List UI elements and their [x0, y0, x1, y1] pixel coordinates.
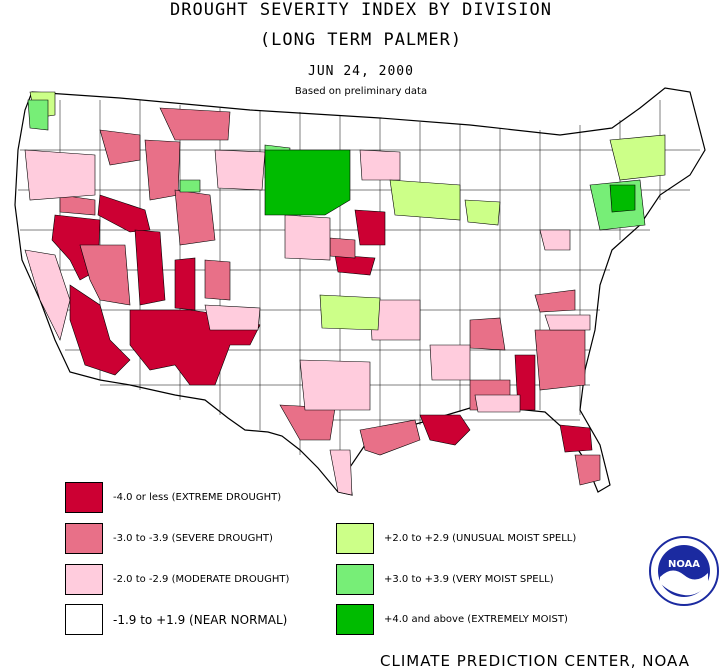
legend-swatch: [336, 564, 374, 595]
region-va: [534, 289, 576, 313]
region-ut-az: [134, 229, 166, 306]
noaa-logo-icon: NOAA: [649, 536, 719, 606]
map-date: JUN 24, 2000: [308, 64, 414, 79]
legend-swatch: [65, 604, 103, 635]
region-fl-panhandle: [474, 394, 521, 413]
moderate-drought-regions: [24, 149, 591, 496]
region-ks-ne: [329, 237, 356, 259]
region-tx-south: [329, 449, 353, 496]
legend-item-severe-drought: -3.0 to -3.9 (SEVERE DROUGHT): [65, 523, 273, 554]
map-subtitle: (LONG TERM PALMER): [259, 30, 463, 50]
extreme-drought-regions: [51, 194, 593, 453]
region-la-ms: [419, 414, 471, 446]
region-wy-ne: [214, 149, 266, 191]
region-ny-vt: [609, 134, 666, 181]
region-fl-north: [559, 424, 593, 453]
region-mt-east-spot: [179, 179, 201, 193]
map-title: DROUGHT SEVERITY INDEX BY DIVISION: [170, 0, 552, 20]
region-ms-tn: [429, 344, 471, 381]
legend-item-moderate-drought: -2.0 to -2.9 (MODERATE DROUGHT): [65, 564, 289, 595]
region-ok-ks: [319, 294, 381, 331]
region-mo-ks: [334, 254, 376, 276]
region-nc: [544, 314, 591, 331]
legend-label: -2.0 to -2.9 (MODERATE DROUGHT): [113, 574, 290, 585]
legend-item-extreme-drought: -4.0 or less (EXTREME DROUGHT): [65, 482, 281, 513]
region-ia-il: [354, 209, 386, 246]
legend-item-extremely-moist: +4.0 and above (EXTREMELY MOIST): [336, 604, 568, 635]
us-drought-map: [14, 87, 706, 496]
region-tn-ky: [469, 317, 506, 351]
legend-item-near-normal: -1.9 to +1.9 (NEAR NORMAL): [65, 604, 287, 635]
region-nv-central: [79, 244, 131, 306]
region-in-oh: [464, 199, 501, 226]
region-co-west: [174, 257, 196, 311]
legend-swatch: [65, 523, 103, 554]
region-wa-coast: [27, 99, 49, 131]
credit-text: CLIMATE PREDICTION CENTER, NOAA: [380, 652, 690, 670]
legend-label: -3.0 to -3.9 (SEVERE DROUGHT): [113, 533, 273, 544]
legend-swatch: [65, 482, 103, 513]
legend-item-unusual-moist: +2.0 to +2.9 (UNUSUAL MOIST SPELL): [336, 523, 576, 554]
region-nd-sd: [264, 149, 351, 216]
region-wy-sw: [174, 189, 216, 246]
region-ne-ks: [284, 214, 331, 261]
region-ca-south: [69, 284, 131, 376]
region-mt-central: [159, 107, 231, 141]
severe-drought-regions: [59, 107, 601, 486]
legend-label: -4.0 or less (EXTREME DROUGHT): [113, 492, 282, 503]
region-ga-sc: [534, 329, 586, 391]
legend-swatch: [65, 564, 103, 595]
region-tx-coast: [359, 419, 421, 456]
legend-label: +2.0 to +2.9 (UNUSUAL MOIST SPELL): [384, 533, 577, 544]
region-ca-coast: [24, 249, 71, 341]
region-co-nm: [204, 259, 231, 301]
legend-label: +3.0 to +3.9 (VERY MOIST SPELL): [384, 574, 554, 585]
region-tx-central: [299, 359, 371, 411]
region-id-mt: [144, 139, 181, 201]
extremely-moist-regions: [264, 149, 636, 216]
region-co-east: [204, 304, 261, 331]
noaa-logo-text: NOAA: [668, 559, 700, 570]
legend-swatch: [336, 523, 374, 554]
legend-label: +4.0 and above (EXTREMELY MOIST): [384, 614, 568, 625]
legend-item-very-moist: +3.0 to +3.9 (VERY MOIST SPELL): [336, 564, 554, 595]
region-pa-md: [539, 229, 571, 251]
region-mi-oh: [389, 179, 461, 221]
region-or-south: [59, 194, 96, 216]
region-or-central: [24, 149, 96, 201]
legend-label: -1.9 to +1.9 (NEAR NORMAL): [113, 612, 288, 627]
region-mn-wi: [359, 149, 401, 181]
region-wa-east: [99, 129, 141, 166]
region-fl-central: [574, 454, 601, 486]
legend-swatch: [336, 604, 374, 635]
data-note: Based on preliminary data: [294, 86, 428, 97]
region-ny-central: [609, 184, 636, 213]
